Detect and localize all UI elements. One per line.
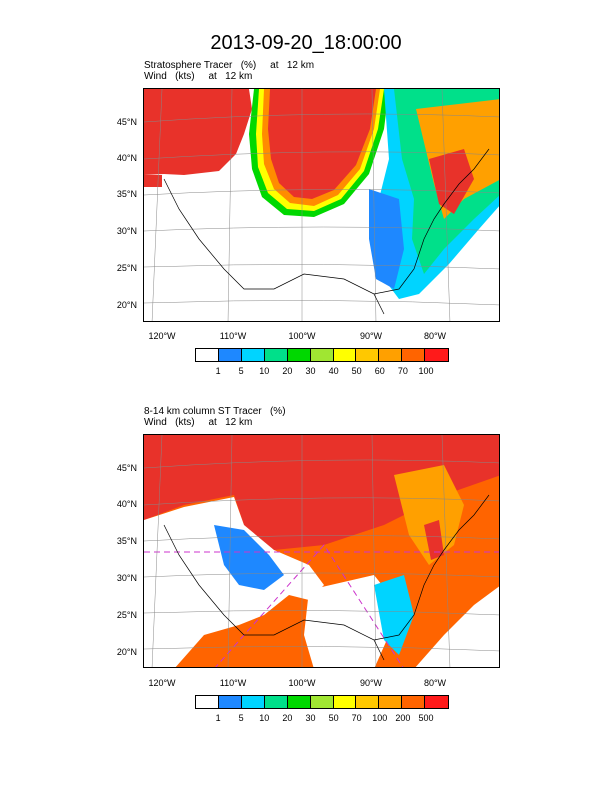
panel-2-title: 8-14 km column ST Tracer (%) — [144, 406, 286, 417]
colorbar-swatch — [310, 696, 334, 708]
colorbar-swatch — [264, 696, 288, 708]
tracer-region — [429, 149, 474, 214]
colorbar-label: 20 — [282, 366, 293, 376]
colorbar-swatch — [333, 696, 357, 708]
colorbar-swatch — [310, 349, 334, 361]
panel-2-map-svg — [144, 435, 499, 667]
tracer-region — [415, 586, 499, 667]
lat-label: 35°N — [116, 189, 137, 199]
colorbar-swatch — [196, 696, 219, 708]
colorbar-label: 50 — [351, 366, 362, 376]
colorbar-label: 500 — [418, 713, 434, 723]
colorbar-label: 200 — [395, 713, 411, 723]
tracer-region — [424, 520, 444, 560]
lat-label: 20°N — [116, 300, 137, 310]
lon-label: 120°W — [148, 678, 176, 688]
colorbar-swatch — [356, 349, 380, 361]
lon-label: 120°W — [148, 331, 176, 341]
page-title: 2013-09-20_18:00:00 — [210, 32, 402, 54]
tracer-region — [268, 89, 376, 199]
colorbar-swatch — [241, 349, 265, 361]
colorbar-swatch — [402, 349, 426, 361]
panel-1-header: Stratosphere Tracer (%) at 12 km Wind (k… — [144, 60, 314, 82]
colorbar-label: 10 — [259, 366, 270, 376]
panel-1-title: Stratosphere Tracer (%) at 12 km — [144, 60, 315, 71]
colorbar-label: 30 — [305, 713, 316, 723]
lon-label: 110°W — [219, 331, 247, 341]
tracer-region — [144, 89, 252, 175]
tracer-region — [214, 525, 284, 590]
coastline — [163, 494, 490, 661]
colorbar-label: 30 — [305, 366, 316, 376]
map-grid — [144, 435, 499, 667]
colorbar-swatch — [287, 696, 311, 708]
colorbar-swatch — [425, 696, 449, 708]
colorbar-swatch — [379, 349, 403, 361]
colorbar-label: 60 — [374, 366, 385, 376]
lat-label: 25°N — [116, 610, 137, 620]
lat-label: 20°N — [116, 647, 137, 657]
lon-label: 80°W — [423, 331, 447, 341]
colorbar-swatch — [218, 696, 242, 708]
panel-2-subtitle: Wind (kts) at 12 km — [144, 417, 253, 428]
cross-section-line — [144, 544, 499, 667]
colorbar-swatch — [425, 349, 449, 361]
lon-label: 100°W — [288, 331, 316, 341]
colorbar-label: 1 — [215, 366, 221, 376]
lon-label: 80°W — [423, 678, 447, 688]
colorbar-label: 10 — [259, 713, 270, 723]
tracer-region — [374, 575, 414, 655]
lat-label: 40°N — [116, 153, 137, 163]
tracer-region — [369, 189, 404, 289]
lon-label: 90°W — [359, 331, 383, 341]
colorbar-label: 100 — [372, 713, 388, 723]
lat-label: 25°N — [116, 263, 137, 273]
colorbar-swatch — [287, 349, 311, 361]
panel-2-header: 8-14 km column ST Tracer (%) Wind (kts) … — [144, 406, 286, 428]
tracer-region — [144, 497, 324, 667]
lon-label: 110°W — [219, 678, 247, 688]
lon-label: 90°W — [359, 678, 383, 688]
panel-2-colorbar — [195, 695, 450, 709]
panel-2-map — [143, 434, 500, 668]
colorbar-swatch — [196, 349, 219, 361]
lat-label: 30°N — [116, 573, 137, 583]
colorbar-label: 20 — [282, 713, 293, 723]
tracer-region — [144, 435, 499, 550]
colorbar-swatch — [241, 696, 265, 708]
colorbar-label: 70 — [397, 366, 408, 376]
lat-label: 35°N — [116, 536, 137, 546]
lat-label: 45°N — [116, 117, 137, 127]
lat-label: 30°N — [116, 226, 137, 236]
colorbar-label: 1 — [215, 713, 221, 723]
colorbar-label: 5 — [238, 366, 244, 376]
colorbar-label: 70 — [351, 713, 362, 723]
panel-1-colorbar — [195, 348, 450, 362]
lat-label: 45°N — [116, 463, 137, 473]
coastline — [163, 148, 490, 315]
colorbar-swatch — [264, 349, 288, 361]
lon-label: 100°W — [288, 678, 316, 688]
panel-1-map-svg — [144, 89, 499, 321]
map-grid — [144, 89, 499, 321]
lat-label: 40°N — [116, 499, 137, 509]
colorbar-label: 50 — [328, 713, 339, 723]
colorbar-swatch — [402, 696, 426, 708]
colorbar-label: 5 — [238, 713, 244, 723]
tracer-region — [144, 175, 162, 187]
colorbar-label: 40 — [328, 366, 339, 376]
colorbar-swatch — [379, 696, 403, 708]
colorbar-swatch — [333, 349, 357, 361]
tracer-region — [394, 465, 464, 565]
colorbar-swatch — [218, 349, 242, 361]
colorbar-label: 100 — [418, 366, 434, 376]
tracer-region — [304, 575, 394, 667]
panel-1-subtitle: Wind (kts) at 12 km — [144, 71, 253, 82]
colorbar-swatch — [356, 696, 380, 708]
panel-1-map — [143, 88, 500, 322]
